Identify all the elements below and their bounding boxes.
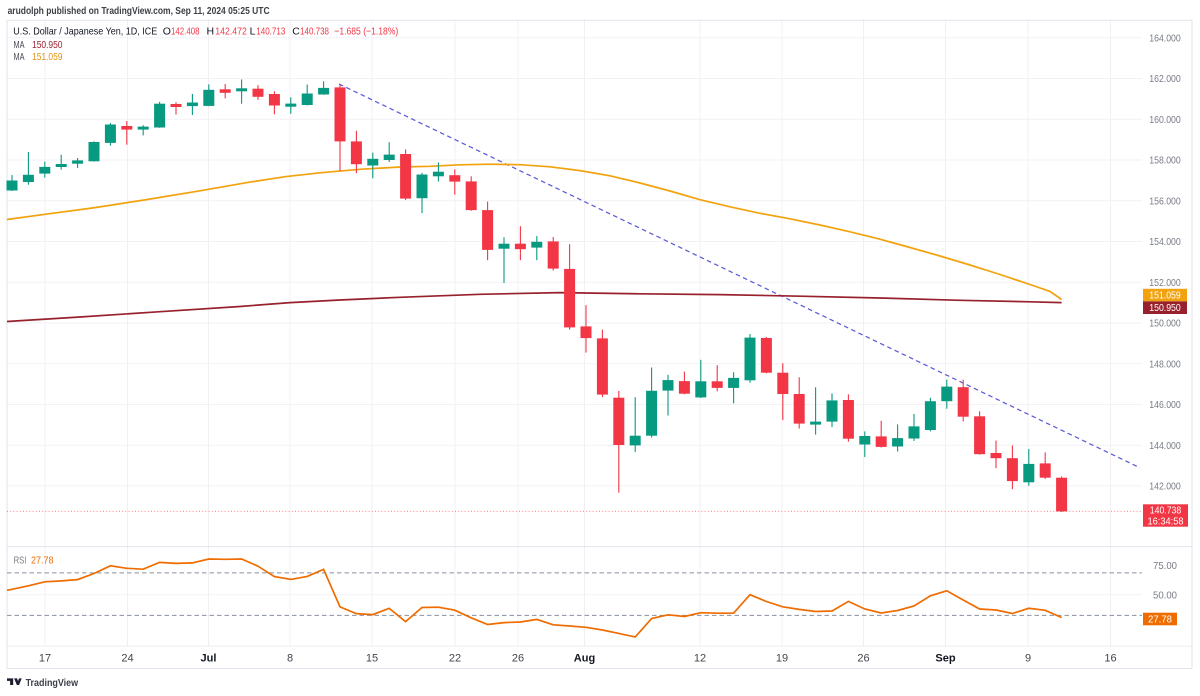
svg-text:152.000: 152.000 (1149, 277, 1181, 289)
svg-text:140.713: 140.713 (256, 25, 285, 37)
svg-text:50.00: 50.00 (1153, 590, 1177, 602)
svg-text:TradingView: TradingView (26, 678, 79, 689)
svg-text:H: H (207, 25, 215, 37)
svg-text:U.S. Dollar / Japanese Yen, 1D: U.S. Dollar / Japanese Yen, 1D, ICE (13, 25, 157, 37)
svg-text:26: 26 (857, 653, 869, 665)
svg-text:12: 12 (694, 653, 706, 665)
svg-text:150.950: 150.950 (1149, 302, 1181, 314)
svg-text:27.78: 27.78 (31, 555, 54, 567)
svg-text:160.000: 160.000 (1149, 114, 1181, 126)
svg-text:156.000: 156.000 (1149, 196, 1181, 208)
svg-text:150.000: 150.000 (1149, 318, 1181, 330)
svg-text:158.000: 158.000 (1149, 155, 1181, 167)
svg-text:Jul: Jul (201, 653, 217, 665)
svg-text:26: 26 (512, 653, 524, 665)
svg-text:8: 8 (287, 653, 293, 665)
svg-text:154.000: 154.000 (1149, 236, 1181, 248)
svg-text:Aug: Aug (574, 653, 595, 665)
svg-text:162.000: 162.000 (1149, 73, 1181, 85)
svg-text:L: L (250, 25, 256, 37)
svg-text:142.472: 142.472 (215, 25, 247, 37)
svg-text:19: 19 (776, 653, 788, 665)
svg-text:16:34:58: 16:34:58 (1148, 515, 1184, 527)
svg-text:9: 9 (1025, 653, 1031, 665)
svg-text:−1.685 (−1.18%): −1.685 (−1.18%) (334, 25, 398, 37)
svg-text:144.000: 144.000 (1149, 440, 1181, 452)
svg-text:MA: MA (14, 40, 25, 51)
svg-text:142.000: 142.000 (1149, 481, 1181, 493)
svg-text:arudolph published on TradingV: arudolph published on TradingView.com, S… (8, 6, 270, 17)
svg-text:MA: MA (14, 52, 25, 63)
svg-text:RSI: RSI (14, 555, 27, 567)
svg-text:Sep: Sep (935, 653, 955, 665)
svg-text:75.00: 75.00 (1153, 560, 1177, 572)
svg-text:15: 15 (366, 653, 378, 665)
svg-text:151.059: 151.059 (32, 52, 63, 63)
svg-text:140.738: 140.738 (1150, 505, 1182, 517)
svg-text:27.78: 27.78 (1148, 614, 1172, 626)
svg-text:151.059: 151.059 (1149, 290, 1181, 302)
svg-text:C: C (292, 25, 300, 37)
svg-text:140.738: 140.738 (300, 25, 329, 37)
svg-text:16: 16 (1104, 653, 1116, 665)
svg-text:142.408: 142.408 (171, 25, 200, 37)
svg-text:148.000: 148.000 (1149, 358, 1181, 370)
svg-text:17: 17 (39, 653, 51, 665)
svg-text:146.000: 146.000 (1149, 399, 1181, 411)
svg-text:164.000: 164.000 (1149, 33, 1181, 45)
svg-text:O: O (163, 25, 171, 37)
svg-text:22: 22 (449, 653, 461, 665)
svg-text:24: 24 (121, 653, 133, 665)
svg-text:150.950: 150.950 (32, 40, 63, 51)
